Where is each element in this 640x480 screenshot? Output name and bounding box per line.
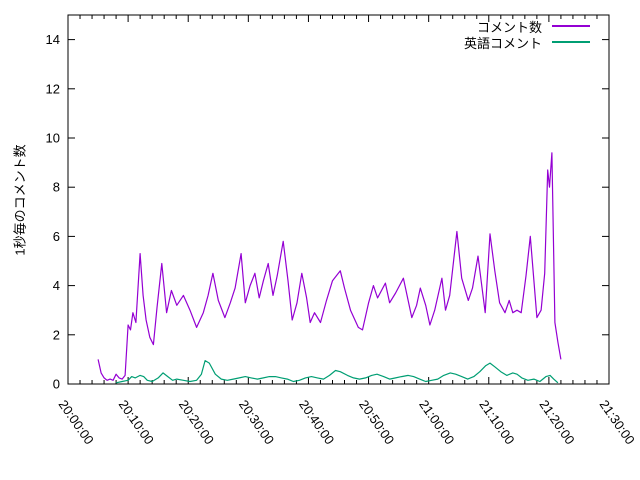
x-tick-label: 20:10:00 [116, 397, 157, 447]
x-tick-label: 21:10:00 [476, 397, 517, 447]
y-tick-label: 6 [53, 229, 60, 244]
legend-label-english-comments: 英語コメント [463, 35, 542, 51]
x-tick-label: 21:30:00 [597, 397, 638, 447]
y-tick-label: 4 [53, 278, 60, 293]
x-tick-label: 20:40:00 [296, 397, 337, 447]
x-tick-label: 20:20:00 [176, 397, 217, 447]
x-tick-label: 20:30:00 [236, 397, 277, 447]
legend-item-comments: コメント数 [464, 18, 590, 35]
plot-border [67, 14, 610, 385]
series-line-0 [97, 152, 562, 381]
y-tick-label: 10 [46, 131, 60, 146]
legend: コメント数 英語コメント [463, 18, 590, 51]
legend-line-english-comments-icon [552, 41, 590, 43]
legend-item-english-comments: 英語コメント [463, 34, 590, 51]
x-tick-label: 21:20:00 [536, 397, 577, 447]
x-tick-label: 20:00:00 [56, 397, 97, 447]
x-tick-label: 20:50:00 [356, 397, 397, 447]
x-tick-label: 21:00:00 [416, 397, 457, 447]
y-tick-label: 14 [46, 32, 60, 47]
y-tick-label: 8 [53, 180, 60, 195]
series-line-1 [115, 360, 559, 384]
y-tick-label: 12 [46, 81, 60, 96]
legend-line-comments-icon [552, 25, 590, 27]
y-axis-title: 1秒毎のコメント数 [12, 144, 28, 256]
y-tick-label: 0 [53, 377, 60, 392]
y-tick-label: 2 [53, 327, 60, 342]
legend-label-comments: コメント数 [476, 19, 542, 35]
